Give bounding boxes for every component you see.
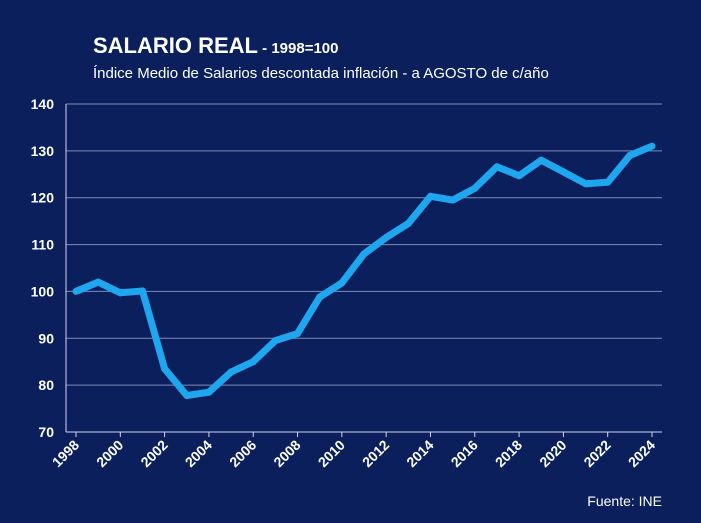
data-point [205, 388, 213, 396]
source-label: Fuente: INE [587, 493, 662, 509]
data-point [94, 278, 102, 286]
data-point [316, 293, 324, 301]
data-point [271, 337, 279, 345]
axes [65, 104, 662, 437]
data-point [515, 172, 523, 180]
data-point [72, 287, 80, 295]
chart-title: SALARIO REAL - 1998=100 [93, 33, 339, 58]
data-point [249, 358, 257, 366]
data-point [161, 365, 169, 373]
data-point [227, 368, 235, 376]
data-point [294, 330, 302, 338]
data-point [116, 289, 124, 297]
data-point [404, 219, 412, 227]
data-point [338, 279, 346, 287]
data-point [183, 391, 191, 399]
y-tick-label: 140 [31, 96, 55, 112]
data-point [648, 142, 656, 150]
chart-subtitle: Índice Medio de Salarios descontada infl… [93, 65, 549, 82]
data-point [471, 184, 479, 192]
data-point [493, 163, 501, 171]
data-point [382, 234, 390, 242]
data-point [426, 192, 434, 200]
y-tick-label: 100 [31, 283, 55, 299]
y-tick-label: 90 [38, 330, 54, 346]
y-tick-label: 110 [31, 237, 54, 253]
y-tick-labels: 70 80 90 100 110 120 130 140 [31, 96, 55, 440]
y-tick-label: 130 [31, 143, 55, 159]
data-point [582, 180, 590, 188]
data-point [559, 168, 567, 176]
y-tick-label: 70 [38, 424, 54, 440]
series-layer [72, 142, 656, 399]
y-tick-label: 80 [38, 377, 54, 393]
chart-title-main: SALARIO REAL [93, 33, 258, 58]
data-point [626, 152, 634, 160]
data-point [604, 178, 612, 186]
data-point [138, 287, 146, 295]
gridlines [66, 103, 662, 386]
data-point [360, 250, 368, 258]
data-point [537, 156, 545, 164]
data-point [449, 196, 457, 204]
y-tick-label: 120 [31, 190, 55, 206]
chart-title-suffix: - 1998=100 [258, 40, 339, 57]
